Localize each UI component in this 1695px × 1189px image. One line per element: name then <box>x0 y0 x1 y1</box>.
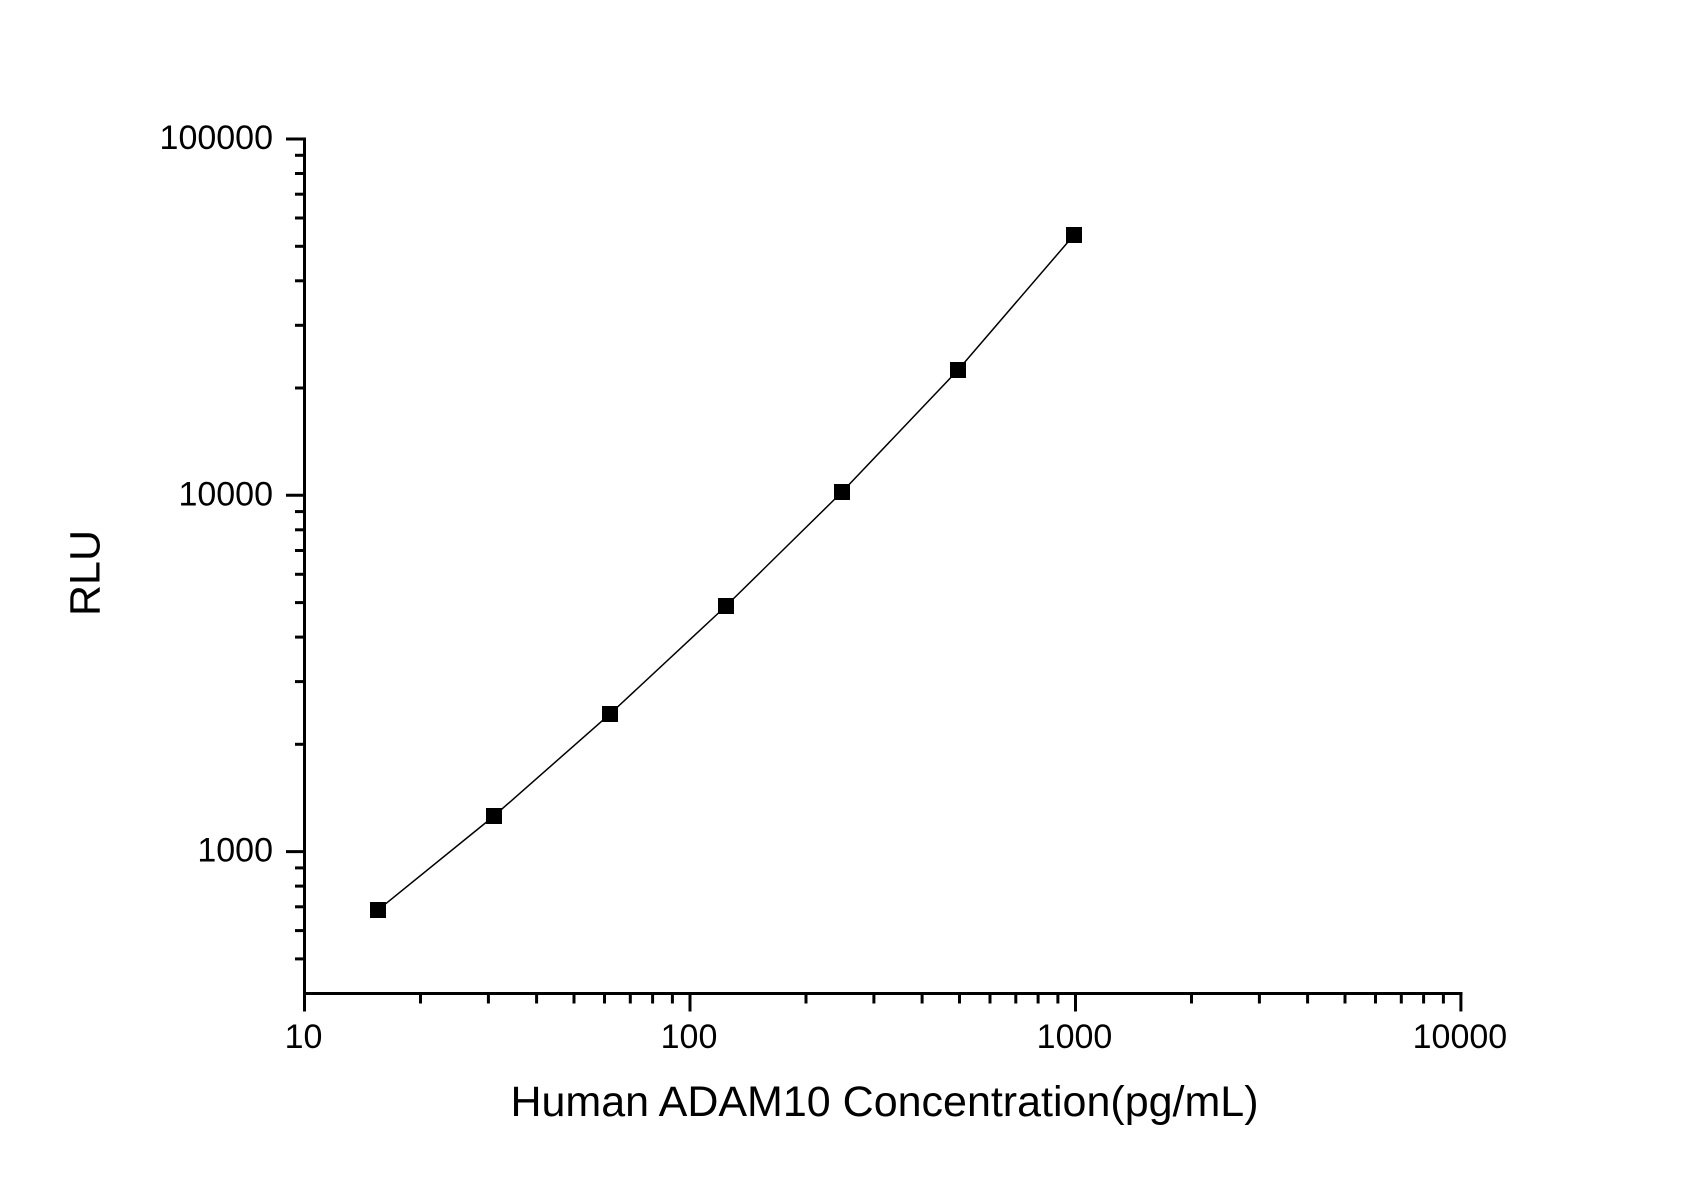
svg-text:10000: 10000 <box>1413 1018 1508 1056</box>
svg-text:1000: 1000 <box>197 832 273 870</box>
svg-text:RLU: RLU <box>62 530 110 616</box>
svg-text:10: 10 <box>285 1018 323 1056</box>
svg-text:10000: 10000 <box>178 475 273 513</box>
svg-text:100: 100 <box>661 1018 718 1056</box>
svg-text:100000: 100000 <box>160 119 273 157</box>
svg-text:1000: 1000 <box>1037 1018 1113 1056</box>
svg-text:Human ADAM10 Concentration(pg/: Human ADAM10 Concentration(pg/mL) <box>510 1078 1258 1126</box>
